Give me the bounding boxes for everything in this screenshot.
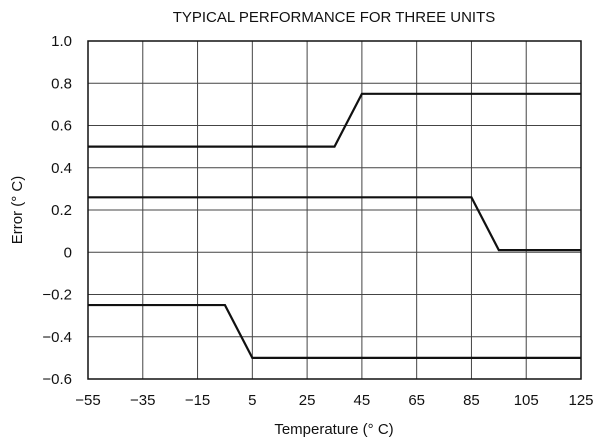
y-tick-label: 0.8 xyxy=(51,75,72,92)
x-tick-label: 105 xyxy=(514,392,539,409)
y-tick-label: −0.2 xyxy=(42,287,72,304)
plot-frame xyxy=(87,40,582,380)
y-tick-label: 0.4 xyxy=(51,160,72,177)
x-tick-label: 85 xyxy=(463,392,480,409)
x-tick-label: 25 xyxy=(299,392,316,409)
x-tick-label: 125 xyxy=(568,392,593,409)
chart-title: TYPICAL PERFORMANCE FOR THREE UNITS xyxy=(173,9,496,26)
x-axis-ticks: −55 −35 −15 5 25 45 65 85 105 125 xyxy=(75,392,593,409)
series-line-unit-2 xyxy=(88,196,581,252)
x-tick-label: −15 xyxy=(185,392,210,409)
y-tick-label: 1.0 xyxy=(51,33,72,50)
series-line-unit-3 xyxy=(88,303,581,359)
grid-lines xyxy=(87,40,582,380)
x-tick-label: 65 xyxy=(408,392,425,409)
y-tick-label: 0.6 xyxy=(51,118,72,135)
x-tick-label: −35 xyxy=(130,392,155,409)
y-tick-label: −0.4 xyxy=(42,329,72,346)
y-axis-ticks: 1.0 0.8 0.6 0.4 0.2 0 −0.2 −0.4 −0.6 xyxy=(42,33,72,388)
x-axis-title: Temperature (° C) xyxy=(274,421,393,438)
y-tick-label: 0.2 xyxy=(51,202,72,219)
x-tick-label: 5 xyxy=(248,392,256,409)
y-axis-title: Error (° C) xyxy=(9,176,26,245)
x-tick-label: −55 xyxy=(75,392,100,409)
data-series xyxy=(88,92,581,359)
series-line-unit-1 xyxy=(88,92,581,148)
x-tick-label: 45 xyxy=(354,392,371,409)
y-tick-label: 0 xyxy=(64,244,72,261)
y-tick-label: −0.6 xyxy=(42,371,72,388)
